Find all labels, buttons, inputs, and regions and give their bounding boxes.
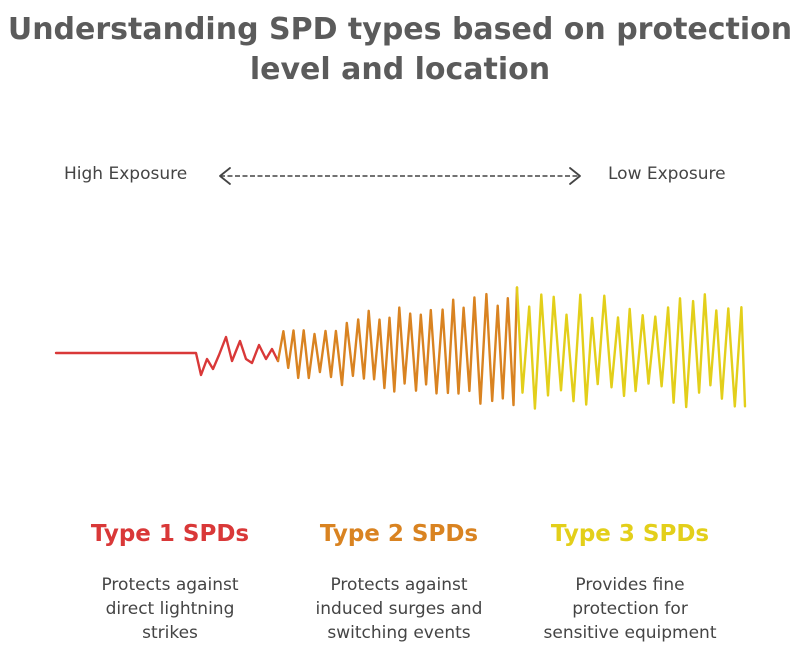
- double-arrow-icon: [219, 167, 581, 185]
- type-3-desc-line: Provides fine: [575, 575, 685, 595]
- type-2-title: Type 2 SPDs: [319, 521, 479, 547]
- type-2-desc-line: switching events: [327, 623, 471, 643]
- type-2-desc-line: Protects against: [330, 575, 468, 595]
- low-exposure-label: Low Exposure: [608, 164, 726, 184]
- page-title: Understanding SPD types based on protect…: [0, 10, 800, 90]
- type-1-desc-line: strikes: [142, 623, 198, 643]
- type-3-desc-line: sensitive equipment: [543, 623, 717, 643]
- type-1-desc-line: Protects against: [101, 575, 239, 595]
- type-1-waveform: [54, 335, 280, 377]
- type-3-desc-line: protection for: [572, 599, 688, 619]
- type-1-title: Type 1 SPDs: [90, 521, 250, 547]
- type-2-desc-line: induced surges and: [315, 599, 483, 619]
- type-3-description: Provides fine protection for sensitive e…: [510, 573, 750, 645]
- type-3-waveform: [515, 286, 747, 410]
- type-3-title: Type 3 SPDs: [550, 521, 710, 547]
- type-1-desc-line: direct lightning: [105, 599, 235, 619]
- title-line-2: level and location: [249, 52, 551, 87]
- title-line-1: Understanding SPD types based on protect…: [7, 12, 793, 47]
- type-2-description: Protects against induced surges and swit…: [279, 573, 519, 645]
- type-2-waveform: [276, 286, 519, 407]
- surge-waveform: [54, 286, 747, 410]
- high-exposure-label: High Exposure: [64, 164, 188, 184]
- type-1-description: Protects against direct lightning strike…: [50, 573, 290, 645]
